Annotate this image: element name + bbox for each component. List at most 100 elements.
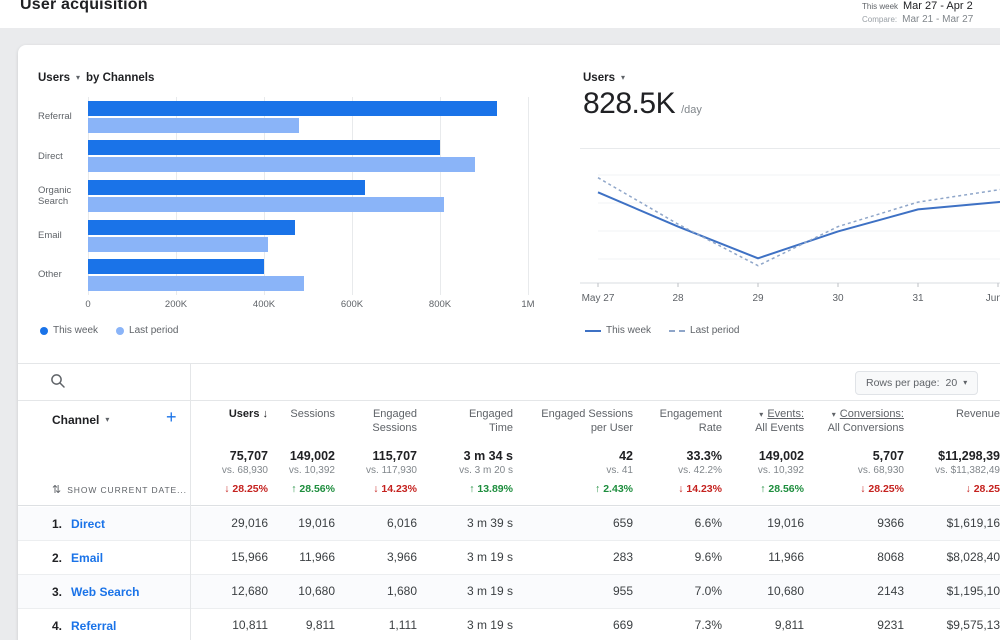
sort-descending-icon: ↓ — [259, 408, 268, 420]
column-header-line1: ▾ Events: — [722, 407, 804, 421]
column-header-line2: Rate — [698, 422, 722, 434]
column-header-label: Revenue — [955, 408, 1000, 420]
rows-per-page-selector[interactable]: Rows per page: 20 ▾ — [855, 371, 979, 395]
bar-by-label: by Channels — [85, 72, 155, 84]
this-week-range: Mar 27 - Apr 2 — [903, 0, 973, 12]
report-card: Users ▾ by Channels Referral Direct Organi… — [18, 45, 1000, 640]
legend-label: This week — [606, 325, 652, 336]
arrow-up-icon: ↑ — [760, 483, 769, 495]
arrow-down-icon: ↓ — [965, 483, 974, 495]
row-channel: 3. Web Search — [52, 575, 140, 608]
bar-chart-metric-selector[interactable]: Users ▾ by Channels — [38, 72, 154, 84]
totals-vs-value: vs. 68,930 — [221, 465, 268, 476]
line-panel-divider — [580, 148, 1000, 149]
row-channel: 1. Direct — [52, 507, 105, 540]
line-chart-metric-selector[interactable]: Users ▾ — [583, 72, 625, 84]
totals-vs-value: vs. 42.2% — [678, 465, 722, 476]
row-number: 4. — [52, 618, 63, 633]
table-row: 3. Web Search 12,680 10,680 1,680 3 m 19 s 955… — [18, 575, 1000, 609]
totals-divider — [18, 505, 1000, 506]
bar-group — [88, 259, 528, 292]
totals-cell: 42 vs. 41 ↑ 2.43% — [513, 449, 633, 495]
legend-dot-icon — [116, 326, 125, 335]
bar-category-label: Email — [38, 229, 62, 241]
row-cell: 11,966 — [768, 550, 804, 564]
channel-dimension-selector[interactable]: Channel ▾ — [52, 413, 109, 427]
row-cell: 3 m 19 s — [466, 584, 513, 598]
legend-item: This week — [40, 325, 98, 336]
column-header[interactable]: Engaged Sessions — [335, 407, 417, 435]
bar-group — [88, 219, 528, 252]
bar-metric-label: Users — [38, 72, 70, 84]
chevron-down-icon: ▾ — [831, 410, 836, 419]
legend-dot-icon — [40, 326, 48, 335]
row-cells: 15,966 11,966 3,966 3 m 19 s 283 9.6% 11,966 80… — [190, 541, 1000, 574]
chevron-down-icon: ▾ — [105, 415, 110, 424]
totals-cell: 115,707 vs. 117,930 ↓ 14.23% — [335, 449, 417, 495]
row-cell: 9,811 — [774, 618, 804, 632]
arrow-down-icon: ↓ — [860, 483, 869, 495]
column-header[interactable]: ▾ Events: All Events — [722, 407, 804, 435]
column-header[interactable]: ▾ Conversions: All Conversions — [804, 407, 904, 435]
row-cell: 19,016 — [767, 516, 804, 530]
bar-axis-tick-label: 0 — [85, 299, 91, 310]
table-row: 2. Email 15,966 11,966 3,966 3 m 19 s 283 9.6% 1… — [18, 541, 1000, 575]
rows-per-page-value: 20 — [945, 377, 958, 389]
channel-link[interactable]: Web Search — [71, 584, 140, 599]
totals-vs-value: vs. 10,392 — [757, 465, 804, 476]
search-icon[interactable] — [50, 373, 68, 391]
page-title: User acquisition — [20, 0, 148, 13]
row-cell: 29,016 — [231, 516, 268, 530]
row-cell: 10,811 — [232, 618, 268, 632]
bar-group — [88, 100, 528, 133]
totals-delta-value: 28.25 — [973, 483, 1000, 495]
totals-vs-value: vs. 68,930 — [857, 465, 904, 476]
column-header-label: Conversions: — [839, 408, 904, 420]
totals-value: 115,707 — [372, 449, 418, 463]
line-series-solid — [597, 191, 1000, 260]
line-x-tick-label: 28 — [672, 293, 684, 304]
row-cell: 7.3% — [694, 618, 722, 632]
date-range-selector[interactable]: This week Mar 27 - Apr 2 Compare: Mar 21… — [862, 0, 973, 25]
column-header[interactable]: Revenue — [904, 407, 1000, 435]
row-cell: $1,195,10 — [946, 584, 1000, 598]
row-cell: 669 — [612, 618, 633, 632]
arrow-up-icon: ↑ — [469, 483, 478, 495]
channel-link[interactable]: Email — [71, 550, 104, 565]
add-column-icon[interactable]: + — [166, 407, 177, 427]
row-cell: 9,811 — [305, 618, 335, 632]
line-x-tick-label: May 27 — [581, 293, 615, 304]
row-cell: 283 — [612, 550, 633, 564]
headline-unit: /day — [681, 104, 702, 116]
bar-category-label: Direct — [38, 150, 63, 162]
channel-link[interactable]: Direct — [71, 516, 106, 531]
row-cell: 3 m 19 s — [466, 550, 513, 564]
bar — [88, 140, 440, 156]
totals-delta-value: 13.89% — [477, 483, 513, 495]
compare-row: Compare: Mar 21 - Mar 27 — [862, 14, 973, 25]
totals-cell: 75,707 vs. 68,930 ↓ 28.25% — [190, 449, 268, 495]
totals-vs-value: vs. $11,382,49 — [935, 465, 1000, 476]
column-header[interactable]: Engaged Sessions per User — [513, 407, 633, 435]
bar — [88, 219, 295, 235]
table-top-divider — [18, 363, 1000, 364]
column-header-line1: Sessions — [268, 407, 335, 421]
row-cell: 955 — [612, 584, 633, 598]
legend-label: This week — [53, 325, 99, 336]
totals-cell: 149,002 vs. 10,392 ↑ 28.56% — [722, 449, 804, 495]
show-current-date-toggle[interactable]: ⇅ SHOW CURRENT DATE... — [52, 483, 187, 496]
column-header[interactable]: Sessions — [268, 407, 335, 435]
column-header[interactable]: Engaged Time — [417, 407, 513, 435]
channel-link[interactable]: Referral — [71, 618, 117, 633]
bar-axis-tick-label: 1M — [521, 299, 535, 310]
row-cell: 2143 — [877, 584, 904, 598]
line-x-tick-label: Jun 1 — [985, 293, 1000, 304]
totals-value: 149,002 — [758, 449, 804, 463]
legend-item: This week — [585, 325, 651, 336]
column-header[interactable]: Users ↓ — [190, 407, 268, 435]
column-header[interactable]: Engagement Rate — [633, 407, 722, 435]
rows-per-page-label: Rows per page: — [866, 377, 940, 389]
column-header-line1: Engagement — [633, 407, 722, 421]
totals-cell: 3 m 34 s vs. 3 m 20 s ↑ 13.89% — [417, 449, 513, 495]
row-cell: 3 m 39 s — [466, 516, 513, 530]
